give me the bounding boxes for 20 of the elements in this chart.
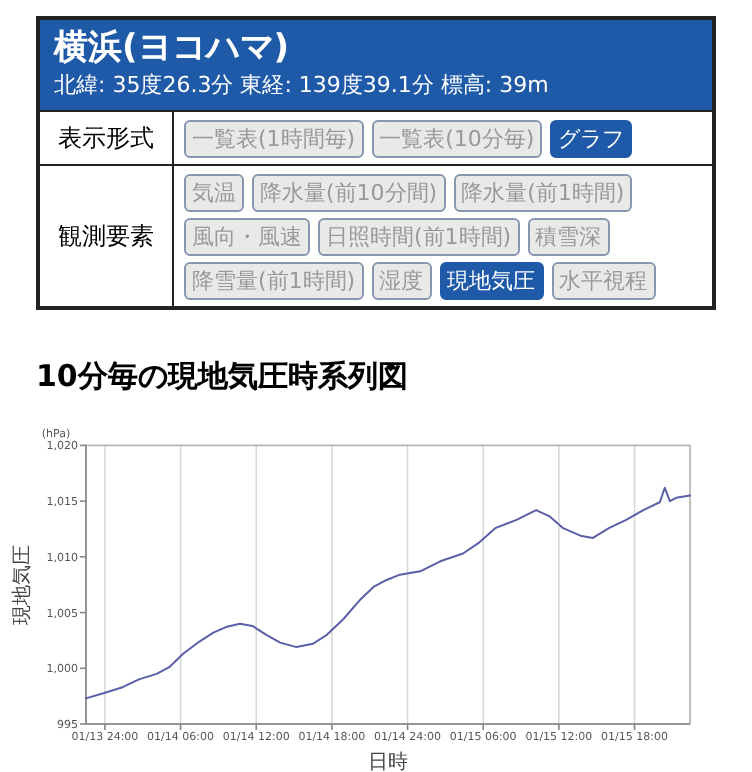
y-axis-title: 現地気圧 (10, 544, 34, 625)
text: 気温 (184, 173, 244, 211)
text: 一覧表(10分毎) (371, 119, 543, 157)
text: 観測要素 (40, 166, 174, 306)
text: 現地気圧 (439, 261, 544, 299)
text: 風向・風速 (184, 217, 310, 255)
text: 横浜(ヨコハマ) (54, 26, 292, 70)
text: 日照時間(前1時間) (318, 217, 520, 255)
text: 水平視程 (551, 261, 656, 299)
chart-title: 10分毎の現地気圧時系列図 (36, 358, 408, 396)
text: 降水量(前1時間) (453, 173, 633, 211)
text: 積雪深 (527, 217, 610, 255)
text: 降水量(前10分間) (252, 173, 446, 211)
text: 北緯: 35度26.3分 東経: 139度39.1分 標高: 39m (54, 70, 551, 102)
x-axis-title: 日時 (368, 750, 408, 772)
text: 湿度 (371, 261, 432, 299)
text: 表示形式 (40, 112, 174, 164)
text: グラフ (550, 119, 633, 157)
text: 降雪量(前1時間) (184, 261, 364, 299)
text: 一覧表(1時間毎) (184, 119, 364, 157)
